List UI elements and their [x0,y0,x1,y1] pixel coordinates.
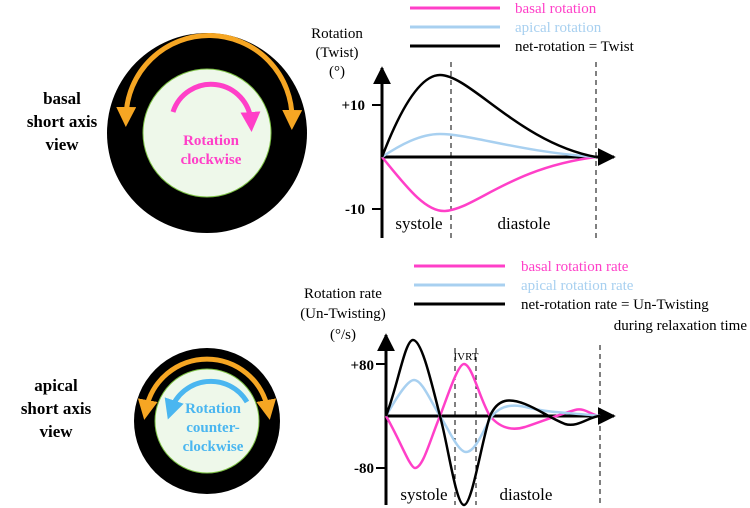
untwist-phase-diastole: diastole [500,485,553,504]
untwist-ytick-label-neg: -80 [354,461,374,477]
twist-ylabel-line-1: Rotation [311,26,363,42]
twist-legend: basal rotation apical rotation net-rotat… [410,1,635,55]
twist-net-curve [380,73,597,159]
twist-ylabel-line-3: (°) [329,64,345,80]
apical-rotation-line-3: clockwise [183,439,244,455]
apical-rotation-line-1: Rotation [185,401,241,417]
apical-counterclockwise-arrow [164,378,250,420]
basal-ring-diagram: Rotation clockwise [107,33,307,233]
basal-view-line-2: short axis [27,112,98,131]
untwist-chart: basal rotation rate apical rotation rate… [300,259,747,507]
apical-view-line-1: apical [34,376,78,395]
legend-apical-rotation: apical rotation [515,20,602,36]
twist-ytick-label-neg: -10 [345,202,365,218]
twist-chart: basal rotation apical rotation net-rotat… [311,1,635,240]
basal-rotation-line-2: clockwise [181,152,242,168]
untwist-basal-curve [384,362,601,470]
basal-lumen [142,68,272,198]
apical-ring-diagram: Rotation counter- clockwise [134,348,280,494]
twist-apical-curve [381,132,597,159]
basal-view-line-1: basal [43,89,81,108]
untwist-net-curve [384,338,601,507]
untwist-ytick-label-pos: +80 [350,358,374,374]
untwist-phase-systole: systole [400,485,447,504]
apical-outer-arrow [137,356,277,420]
apical-view-line-2: short axis [21,399,92,418]
twist-phase-systole: systole [395,214,442,233]
twist-basal-curve [381,155,597,213]
legend-apical-rate: apical rotation rate [521,278,634,294]
apical-rotation-line-2: counter- [186,420,240,436]
legend-net-rotation: net-rotation = Twist [515,39,635,55]
untwist-apical-curve [384,378,601,454]
ivrt-label: IVRT [453,351,478,363]
twist-ylabel-line-2: (Twist) [315,45,358,61]
apical-view-line-3: view [39,422,73,441]
basal-view-label: basal short axis view [27,89,98,154]
twist-phase-diastole: diastole [498,214,551,233]
legend-net-rate: net-rotation rate = Un-Twisting [521,297,709,313]
apical-view-label: apical short axis view [21,376,92,441]
untwist-ylabel-line-3: (°/s) [330,327,356,343]
legend-basal-rate: basal rotation rate [521,259,629,275]
basal-view-line-3: view [45,135,79,154]
legend-basal-rotation: basal rotation [515,1,597,17]
basal-rotation-line-1: Rotation [183,133,239,149]
legend-relaxation-time: during relaxation time [614,318,748,334]
untwist-ylabel-line-2: (Un-Twisting) [300,306,386,322]
twist-ytick-label-pos: +10 [341,98,365,114]
untwist-ylabel-line-1: Rotation rate [304,286,382,302]
basal-outer-arrow [116,33,303,130]
basal-clockwise-arrow [170,81,261,132]
untwist-legend: basal rotation rate apical rotation rate… [414,259,747,334]
